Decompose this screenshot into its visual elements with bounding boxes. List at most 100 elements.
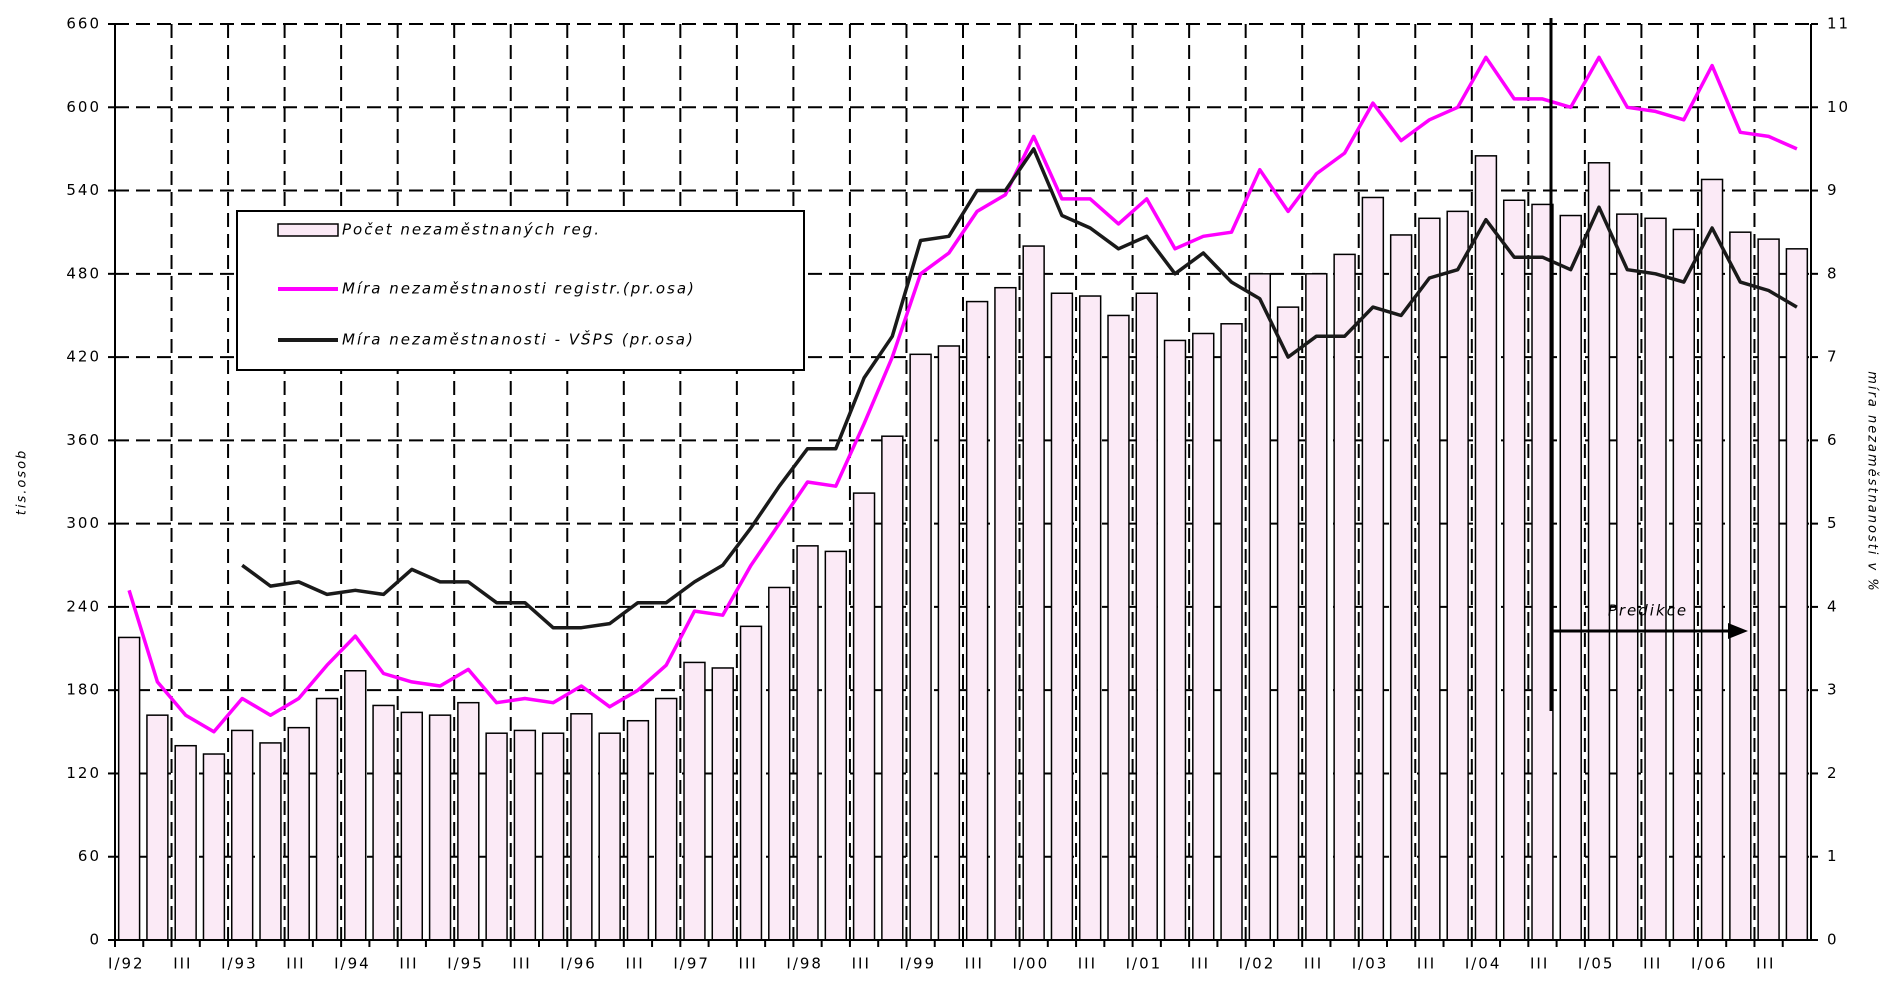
y2-tick-label: 0 <box>1827 931 1839 949</box>
bar <box>1587 162 1611 941</box>
y-tick-label: 420 <box>66 348 101 366</box>
y-tick-label: 60 <box>78 847 101 865</box>
x-tick-label: I/97 <box>673 955 710 973</box>
x-tick-label: I/93 <box>221 955 258 973</box>
x-tick-label: III <box>173 955 192 973</box>
bar <box>1389 234 1413 941</box>
y2-tick-label: 11 <box>1827 15 1850 33</box>
bar <box>881 435 904 941</box>
y-tick-label: 480 <box>66 264 101 282</box>
bar <box>852 492 876 941</box>
bar <box>1333 253 1356 941</box>
bar <box>1757 238 1780 941</box>
y-axis-label: tis.osob <box>15 449 30 516</box>
bar <box>1163 339 1187 941</box>
y2-tick-label: 7 <box>1827 348 1839 366</box>
y2-tick-label: 3 <box>1827 681 1839 699</box>
bar <box>1078 295 1102 941</box>
legend-label: Počet nezaměstnaných reg. <box>342 221 601 239</box>
x-tick-label: I/95 <box>447 955 484 973</box>
x-tick-label: III <box>739 955 758 973</box>
y2-tick-label: 1 <box>1827 847 1839 865</box>
y2-axis-label: míra nezaměstnanosti v % <box>1865 371 1880 592</box>
bar <box>428 714 452 941</box>
bar <box>1729 231 1752 941</box>
x-tick-label: III <box>625 955 644 973</box>
x-tick-label: I/04 <box>1465 955 1502 973</box>
bar <box>1050 292 1074 941</box>
bar <box>1644 217 1667 941</box>
bar <box>1135 292 1158 941</box>
bar <box>372 704 395 941</box>
bar <box>513 729 537 941</box>
x-tick-label: III <box>852 955 871 973</box>
bar <box>994 286 1017 941</box>
y2-tick-label: 10 <box>1827 98 1850 116</box>
bar <box>796 545 819 941</box>
line <box>127 55 1798 734</box>
x-tick-label: I/99 <box>899 955 936 973</box>
x-tick-label: I/01 <box>1126 955 1163 973</box>
x-tick-label: I/94 <box>334 955 371 973</box>
bar <box>146 714 169 941</box>
y-tick-label: 300 <box>66 514 101 532</box>
bar <box>457 701 480 941</box>
bar <box>711 667 734 941</box>
x-tick-label: III <box>1417 955 1436 973</box>
bar <box>259 742 282 941</box>
bar <box>400 711 424 941</box>
bar <box>1700 178 1724 941</box>
line <box>241 147 1798 630</box>
bar <box>1502 199 1526 941</box>
y-tick-label: 360 <box>66 431 101 449</box>
x-tick-label: III <box>399 955 418 973</box>
x-tick-label: III <box>1304 955 1323 973</box>
x-tick-label: I/05 <box>1578 955 1615 973</box>
y-tick-label: 180 <box>66 681 101 699</box>
x-tick-label: I/03 <box>1352 955 1389 973</box>
bar <box>541 732 565 941</box>
bar <box>570 713 593 941</box>
x-tick-label: I/98 <box>786 955 823 973</box>
x-tick-label: I/00 <box>1013 955 1050 973</box>
y-tick-label: 240 <box>66 597 101 615</box>
bar <box>1418 217 1441 941</box>
x-tick-label: III <box>1191 955 1210 973</box>
x-tick-label: III <box>1643 955 1662 973</box>
x-tick-label: III <box>965 955 984 973</box>
bar <box>1276 306 1300 941</box>
bar <box>344 670 367 941</box>
y-tick-label: 600 <box>66 98 101 116</box>
bar <box>654 697 678 941</box>
bar <box>1248 273 1272 941</box>
bar <box>1192 332 1215 941</box>
bar <box>768 586 791 941</box>
bar <box>202 753 226 941</box>
bar <box>485 732 508 941</box>
bar <box>1107 314 1130 941</box>
legend-box <box>236 210 805 371</box>
bar <box>1616 213 1639 941</box>
bar <box>1785 248 1809 941</box>
y2-tick-label: 2 <box>1827 764 1839 782</box>
bar <box>174 744 197 941</box>
y2-tick-label: 4 <box>1827 597 1839 615</box>
bar <box>937 345 961 941</box>
x-tick-label: I/06 <box>1691 955 1728 973</box>
x-tick-label: III <box>1078 955 1097 973</box>
y2-tick-label: 8 <box>1827 264 1839 282</box>
x-tick-label: III <box>512 955 531 973</box>
bar <box>824 550 848 941</box>
bar <box>1022 245 1045 941</box>
x-tick-label: I/02 <box>1239 955 1276 973</box>
bar <box>315 697 339 941</box>
bar <box>626 719 650 941</box>
annotation: Predikce <box>1608 602 1688 620</box>
y2-tick-label: 5 <box>1827 514 1839 532</box>
bar <box>1672 228 1696 941</box>
x-tick-label: III <box>1530 955 1549 973</box>
bar <box>287 726 310 941</box>
y-tick-label: 0 <box>89 931 101 949</box>
